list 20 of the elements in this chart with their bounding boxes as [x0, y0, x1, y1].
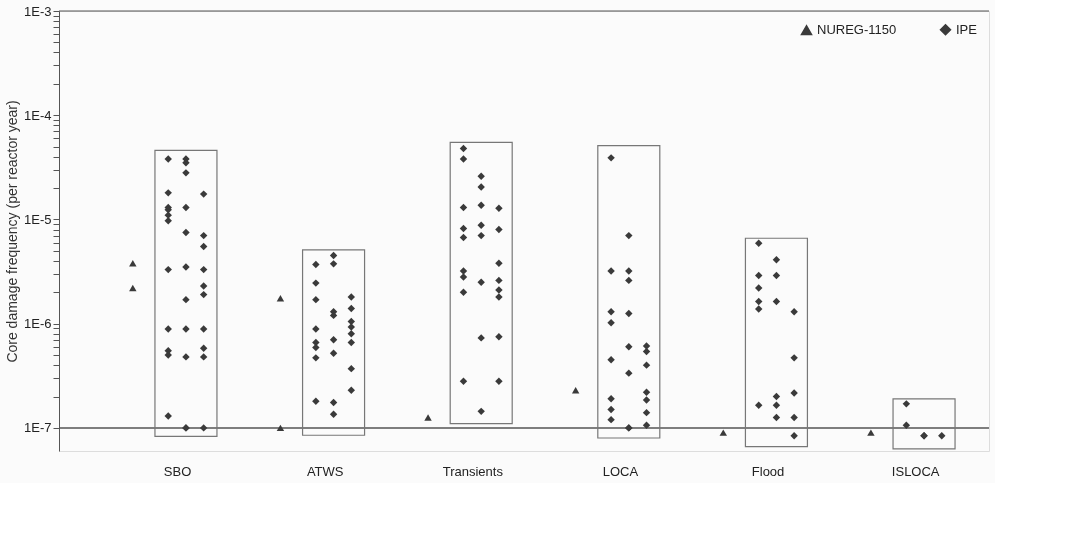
bar — [744, 237, 809, 448]
legend-label: IPE — [956, 21, 978, 37]
y-tick-label: 1E-7 — [24, 420, 52, 436]
bar — [597, 145, 661, 439]
x-tick-label: Flood — [751, 463, 785, 479]
y-tick-label: 1E-6 — [24, 316, 52, 332]
y-tick-label: 1E-3 — [24, 3, 52, 19]
x-tick-label: ISLOCA — [891, 463, 940, 479]
x-tick-label: SBO — [163, 463, 192, 479]
x-tick-label: LOCA — [602, 463, 639, 479]
x-tick-label: ATWS — [306, 463, 344, 479]
legend-label: NUREG-1150 — [817, 22, 897, 38]
y-tick-label: 1E-5 — [24, 211, 52, 227]
x-tick-label: Transients — [442, 463, 504, 479]
bar — [892, 398, 956, 450]
y-tick-label: 1E-4 — [24, 107, 52, 123]
y-axis-title: Core damage frequency (per reactor year) — [4, 100, 21, 363]
bar — [301, 249, 366, 436]
bar — [154, 149, 218, 437]
bar — [449, 141, 513, 425]
